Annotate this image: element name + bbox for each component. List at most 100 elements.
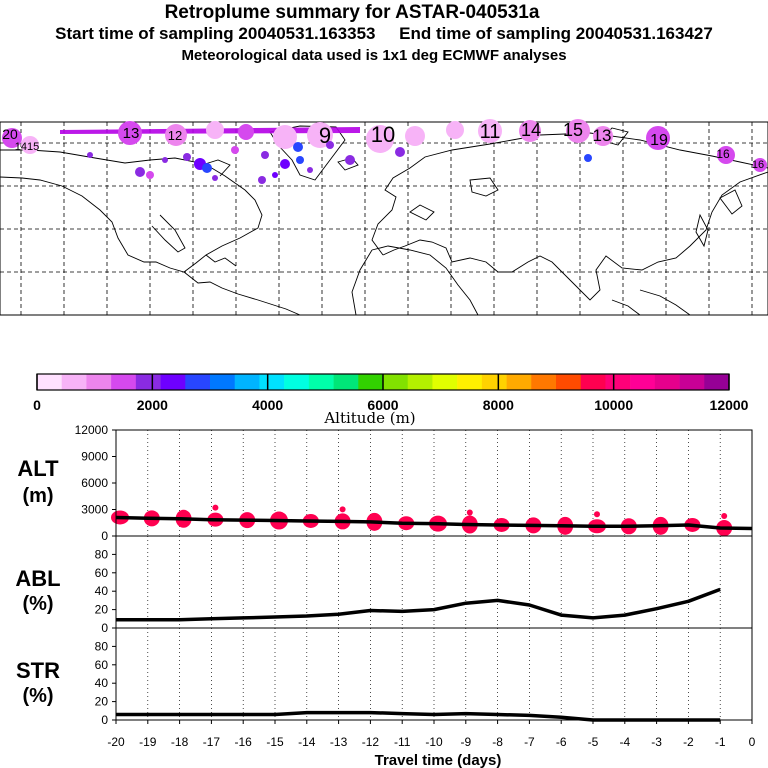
- x-axis: -20 -19 -18 -17 -16 -15 -14 -13 -12 -11 -10 -9 -8 -7-…: [107, 720, 756, 768]
- x-tick-label: -13: [330, 735, 348, 749]
- plume-marker: [405, 126, 425, 146]
- panel-ylabel: STR: [16, 658, 60, 683]
- y-tick-label: 20: [95, 695, 109, 709]
- panel-frame: [115, 627, 753, 721]
- altitude-spread-marker: [721, 513, 728, 520]
- altitude-spread-marker: [212, 504, 219, 511]
- y-tick-label: 20: [95, 603, 109, 617]
- plume-day-label: 13: [593, 126, 612, 145]
- plume-day-label: 16: [716, 147, 730, 161]
- plume-marker: [753, 158, 767, 172]
- colorbar-cell: [630, 374, 656, 390]
- colorbar-cell: [111, 374, 137, 390]
- colorbar-cell: [481, 374, 507, 390]
- plume-marker: [293, 142, 303, 152]
- plume-marker: [2, 128, 22, 148]
- plume-marker: [87, 152, 93, 158]
- plume-day-label: 15: [563, 120, 583, 140]
- colorbar-title: Altitude (m): [323, 409, 415, 427]
- colorbar-cell: [457, 374, 483, 390]
- x-tick-label: -16: [235, 735, 253, 749]
- panel-ylabel-unit: (%): [22, 593, 53, 615]
- colorbar-cell: [531, 374, 557, 390]
- altitude-spread-marker: [594, 511, 600, 518]
- x-tick-label: -19: [139, 735, 157, 749]
- plume-marker: [202, 163, 212, 173]
- colorbar-cell: [160, 374, 186, 390]
- y-tick-label: 80: [95, 547, 109, 561]
- plume-marker: [238, 124, 254, 140]
- x-tick-label: -3: [651, 735, 662, 749]
- colorbar-cell: [308, 374, 334, 390]
- plume-marker: [135, 167, 145, 177]
- plume-day-label: 13: [123, 125, 140, 142]
- plume-marker: [307, 167, 313, 173]
- plume-marker: [21, 136, 39, 154]
- panel-abl: 80 60 40 20 0 ABL(%): [15, 535, 753, 635]
- colorbar-cell: [86, 374, 112, 390]
- y-tick-label: 9000: [81, 450, 108, 464]
- panel-alt: 12000 9000 6000 3000 0 ALT (m): [17, 423, 753, 543]
- y-tick-label: 0: [101, 529, 108, 543]
- y-tick-label: 40: [95, 584, 109, 598]
- colorbar-cell: [679, 374, 705, 390]
- colorbar-cell: [358, 374, 384, 390]
- colorbar-cell: [506, 374, 532, 390]
- x-axis-label: Travel time (days): [375, 752, 502, 768]
- colorbar-tick-label: 6000: [367, 397, 398, 413]
- colorbar-cell: [333, 374, 359, 390]
- plume-marker: [272, 172, 278, 178]
- colorbar-tick-label: 0: [33, 397, 41, 413]
- x-tick-label: -1: [715, 735, 726, 749]
- x-tick-label: -20: [107, 735, 125, 749]
- colorbar-cell: [654, 374, 680, 390]
- plume-day-label: 16: [752, 159, 764, 171]
- plume-marker: [206, 121, 224, 139]
- y-tick-label: 12000: [75, 423, 109, 437]
- panel-ylabel-unit: (m): [22, 485, 53, 507]
- colorbar-cell: [234, 374, 260, 390]
- plume-marker: [326, 141, 334, 149]
- colorbar-cell: [556, 374, 582, 390]
- plume-marker: [519, 120, 541, 142]
- x-tick-label: -18: [171, 735, 189, 749]
- colorbar-cell: [580, 374, 606, 390]
- panel-str: 80 60 40 20 0 STR(%): [16, 627, 753, 727]
- coastlines: [0, 125, 768, 316]
- y-tick-label: 6000: [81, 476, 108, 490]
- panel-ylabel: ALT: [17, 456, 59, 481]
- x-tick-label: -6: [556, 735, 567, 749]
- colorbar-tick-label: 4000: [252, 397, 283, 413]
- plume-day-label: 10: [371, 122, 395, 147]
- plume-marker: [566, 119, 590, 143]
- plume-marker: [118, 121, 142, 145]
- altitude-spread-marker: [466, 509, 473, 516]
- x-tick-label: -8: [492, 735, 503, 749]
- x-tick-label: -15: [266, 735, 284, 749]
- plume-marker: [261, 151, 269, 159]
- panel-frame: [115, 535, 753, 629]
- plume-day-label: 9: [319, 123, 331, 148]
- plume-day-label: 20: [2, 126, 18, 142]
- series-line-str: [116, 710, 721, 722]
- colorbar-tick-label: 2000: [137, 397, 168, 413]
- y-tick-label: 60: [95, 658, 109, 672]
- plume-marker: [258, 176, 266, 184]
- colorbar-cell: [135, 374, 161, 390]
- plume-marker: [146, 171, 154, 179]
- sampling-times: Start time of sampling 20040531.163353 E…: [55, 24, 713, 43]
- plume-marker: [231, 146, 239, 154]
- plume-marker: [478, 119, 502, 143]
- plume-marker: [366, 125, 394, 153]
- plume-marker: [646, 126, 670, 150]
- x-tick-label: -14: [298, 735, 316, 749]
- plume-marker: [345, 155, 355, 165]
- x-tick-label: -10: [425, 735, 443, 749]
- plume-marker: [446, 121, 464, 139]
- plume-day-label: 19: [650, 132, 668, 149]
- colorbar-tick-label: 10000: [594, 397, 633, 413]
- plume-markers: [2, 119, 767, 184]
